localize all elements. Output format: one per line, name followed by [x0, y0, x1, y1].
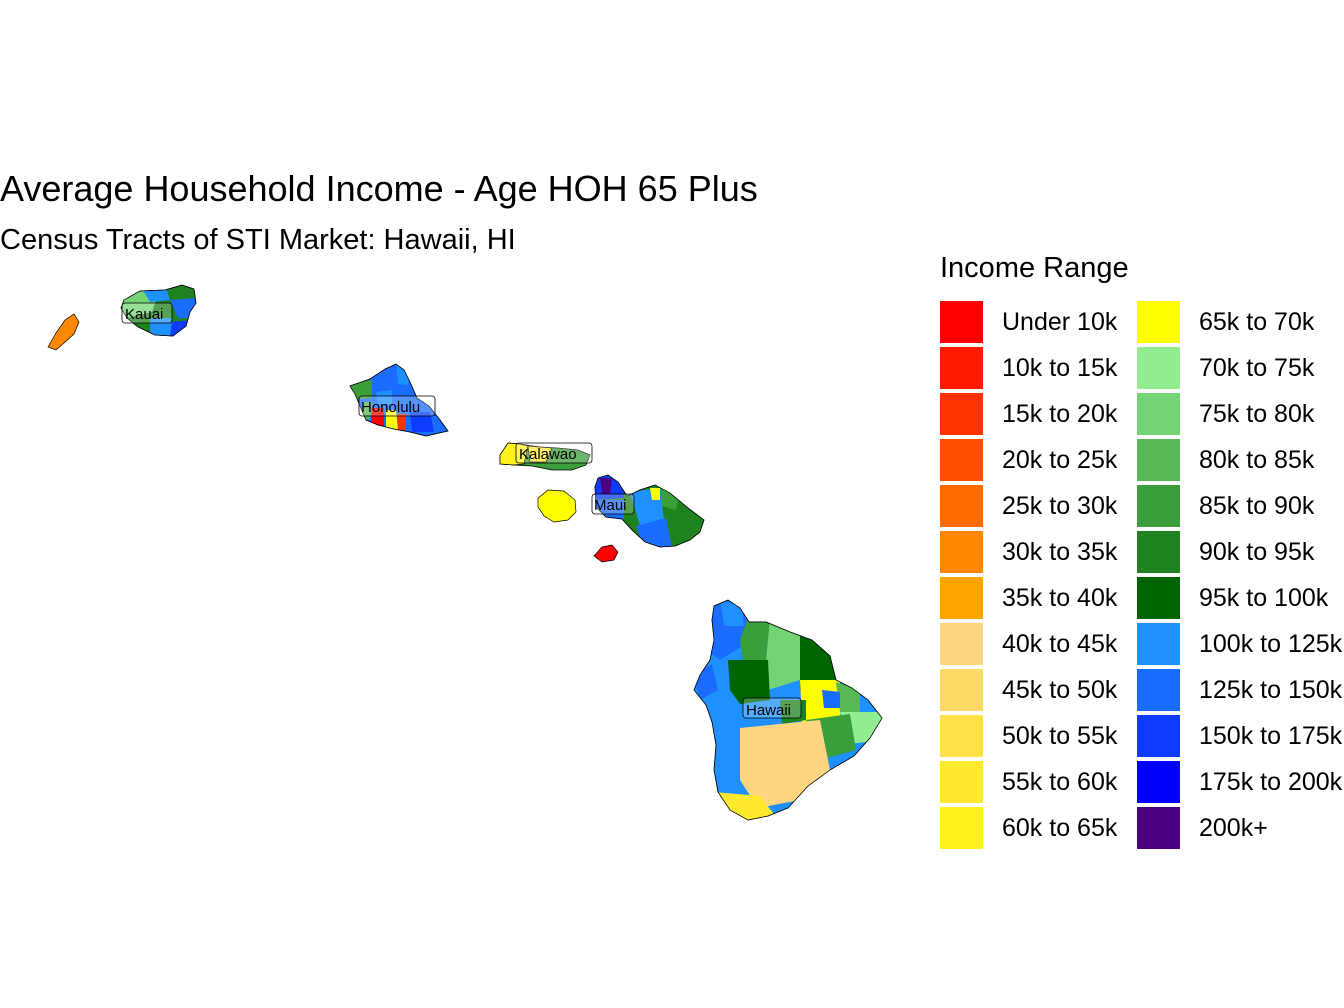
map-subtitle: Census Tracts of STI Market: Hawaii, HI [0, 224, 516, 256]
kahoolawe-island [593, 544, 619, 563]
county-label-kauai: Kauai [121, 302, 173, 324]
legend-color-key [1137, 761, 1180, 803]
legend-item-label: 85k to 90k [1199, 491, 1315, 520]
legend-item: 40k to 45k [940, 621, 1137, 667]
legend-color-key [1137, 531, 1180, 573]
hawaii-tract-map: Kauai Honolulu Kalawao Maui Hawaii [47, 284, 883, 821]
map-title: Average Household Income - Age HOH 65 Pl… [0, 168, 758, 209]
county-label-kalawao: Kalawao [515, 442, 593, 464]
legend-item-label: 95k to 100k [1199, 583, 1329, 612]
legend-color-key [940, 761, 983, 803]
legend-item: Under 10k [940, 299, 1137, 345]
legend-color-key [1137, 393, 1180, 435]
legend-color-key [1137, 347, 1180, 389]
legend-item: 90k to 95k [1137, 529, 1334, 575]
legend-item-label: 40k to 45k [1002, 629, 1118, 658]
legend-color-key [1137, 485, 1180, 527]
legend-item-label: 100k to 125k [1199, 629, 1343, 658]
legend-item: 85k to 90k [1137, 483, 1334, 529]
legend-item: 55k to 60k [940, 759, 1137, 805]
legend-color-key [940, 715, 983, 757]
legend-item-label: 90k to 95k [1199, 537, 1315, 566]
county-label-honolulu: Honolulu [358, 395, 436, 417]
legend-color-key [1137, 577, 1180, 619]
legend-color-key [940, 393, 983, 435]
legend-color-key [940, 623, 983, 665]
legend-color-key [940, 485, 983, 527]
legend-item: 100k to 125k [1137, 621, 1342, 667]
niihau-island [47, 313, 80, 351]
legend-item-label: 80k to 85k [1199, 445, 1315, 474]
legend-color-key [1137, 669, 1180, 711]
legend-item-label: 200k+ [1199, 813, 1268, 842]
legend-item-label: 65k to 70k [1199, 307, 1315, 336]
legend-column-left: Under 10k 10k to 15k 15k to 20k 20k to 25k 2… [940, 299, 1137, 851]
legend-item-label: 15k to 20k [1002, 399, 1118, 428]
svg-text:Honolulu: Honolulu [361, 399, 420, 416]
svg-text:Kauai: Kauai [125, 306, 163, 323]
legend-columns: Under 10k 10k to 15k 15k to 20k 20k to 25k 2… [940, 299, 1344, 851]
county-label-hawaii: Hawaii [742, 697, 802, 719]
lanai-island [537, 489, 577, 523]
legend-item: 80k to 85k [1137, 437, 1334, 483]
legend-item: 175k to 200k [1137, 759, 1342, 805]
svg-text:Maui: Maui [594, 497, 627, 514]
legend-color-key [940, 347, 983, 389]
legend-item-label: 50k to 55k [1002, 721, 1118, 750]
legend-item-label: 45k to 50k [1002, 675, 1118, 704]
legend-item-label: Under 10k [1002, 307, 1118, 336]
legend-item: 150k to 175k [1137, 713, 1342, 759]
legend-item: 30k to 35k [940, 529, 1137, 575]
legend-item-label: 175k to 200k [1199, 767, 1343, 796]
legend-color-key [1137, 715, 1180, 757]
legend-color-key [1137, 623, 1180, 665]
legend-color-key [940, 439, 983, 481]
legend-item: 45k to 50k [940, 667, 1137, 713]
legend-item-label: 70k to 75k [1199, 353, 1315, 382]
legend-item-label: 20k to 25k [1002, 445, 1118, 474]
legend-item: 60k to 65k [940, 805, 1137, 851]
legend-color-key [940, 669, 983, 711]
maui-island [594, 474, 705, 548]
legend-item-label: 150k to 175k [1199, 721, 1343, 750]
legend-item-label: 75k to 80k [1199, 399, 1315, 428]
legend-color-key [1137, 301, 1180, 343]
legend-item: 10k to 15k [940, 345, 1137, 391]
legend-color-key [940, 807, 983, 849]
county-label-maui: Maui [591, 493, 635, 515]
legend-item: 95k to 100k [1137, 575, 1334, 621]
legend-title: Income Range [940, 252, 1129, 284]
legend-item: 25k to 30k [940, 483, 1137, 529]
legend-item: 125k to 150k [1137, 667, 1342, 713]
legend-item: 75k to 80k [1137, 391, 1334, 437]
legend-color-key [940, 531, 983, 573]
legend-item: 20k to 25k [940, 437, 1137, 483]
legend-item: 65k to 70k [1137, 299, 1334, 345]
oahu-island [349, 363, 449, 437]
legend-item-label: 10k to 15k [1002, 353, 1118, 382]
svg-text:Hawaii: Hawaii [746, 702, 791, 719]
legend-item: 70k to 75k [1137, 345, 1334, 391]
svg-text:Kalawao: Kalawao [519, 446, 577, 463]
legend-color-key [940, 577, 983, 619]
legend-item: 50k to 55k [940, 713, 1137, 759]
legend-color-key [940, 301, 983, 343]
legend-item: 200k+ [1137, 805, 1334, 851]
legend-item-label: 30k to 35k [1002, 537, 1118, 566]
legend-item-label: 125k to 150k [1199, 675, 1343, 704]
legend-item: 15k to 20k [940, 391, 1137, 437]
legend-item: 35k to 40k [940, 575, 1137, 621]
legend-item-label: 60k to 65k [1002, 813, 1118, 842]
legend-color-key [1137, 807, 1180, 849]
income-legend: Income Range Under 10k 10k to 15k 15k to 2… [940, 252, 1344, 851]
legend-item-label: 25k to 30k [1002, 491, 1118, 520]
legend-item-label: 55k to 60k [1002, 767, 1118, 796]
legend-column-right: 65k to 70k 70k to 75k 75k to 80k 80k to 85k… [1137, 299, 1342, 851]
legend-color-key [1137, 439, 1180, 481]
legend-item-label: 35k to 40k [1002, 583, 1118, 612]
